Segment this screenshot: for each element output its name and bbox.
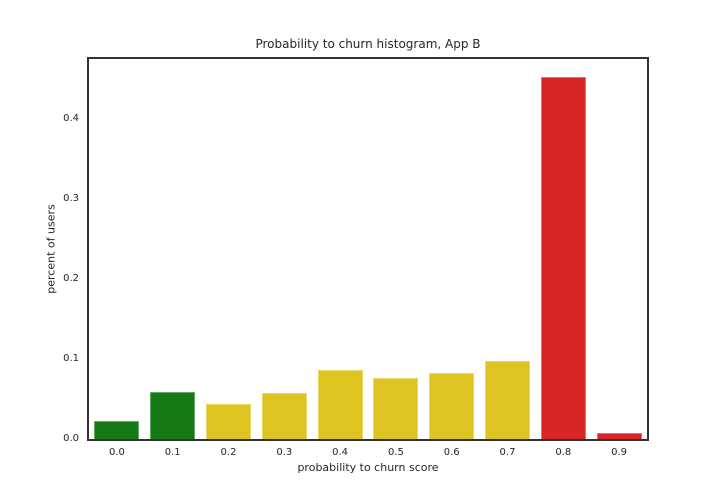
x-axis-label: probability to churn score — [297, 461, 439, 474]
x-tick-label: 0.6 — [443, 447, 460, 458]
x-tick-label: 0.1 — [164, 447, 181, 458]
x-tick-label: 0.7 — [499, 447, 516, 458]
bar-0.6 — [429, 372, 475, 439]
bar-0.1 — [150, 391, 196, 439]
x-tick-label: 0.4 — [332, 447, 349, 458]
bar-0.8 — [540, 77, 586, 439]
bar-0.9 — [596, 433, 642, 439]
x-tick-label: 0.9 — [611, 447, 628, 458]
plot-area: 0.0 0.1 0.2 0.3 0.4 0.5 0.6 0.7 0.8 0.9 0.0 0.1 0.2 0… — [63, 57, 649, 458]
y-tick-label: 0.1 — [63, 353, 79, 364]
x-tick-label: 0.3 — [276, 447, 293, 458]
x-tick-label: 0.2 — [220, 447, 237, 458]
x-tick-label: 0.0 — [108, 447, 125, 458]
bar-0.4 — [317, 370, 363, 439]
chart-title: Probability to churn histogram, App B — [255, 37, 481, 51]
bar-0.2 — [206, 403, 251, 439]
y-axis-label: percent of users — [44, 204, 58, 294]
y-tick-label: 0.3 — [63, 193, 79, 204]
x-tick-label: 0.5 — [387, 447, 404, 458]
bar-0.7 — [485, 360, 530, 439]
y-tick-label: 0.0 — [63, 433, 79, 444]
y-tick-label: 0.4 — [63, 113, 79, 124]
y-tick-label: 0.2 — [63, 273, 79, 284]
bar-0.0 — [94, 421, 140, 439]
bar-0.5 — [373, 378, 419, 439]
x-tick-label: 0.8 — [555, 447, 572, 458]
bar-0.3 — [261, 393, 307, 439]
